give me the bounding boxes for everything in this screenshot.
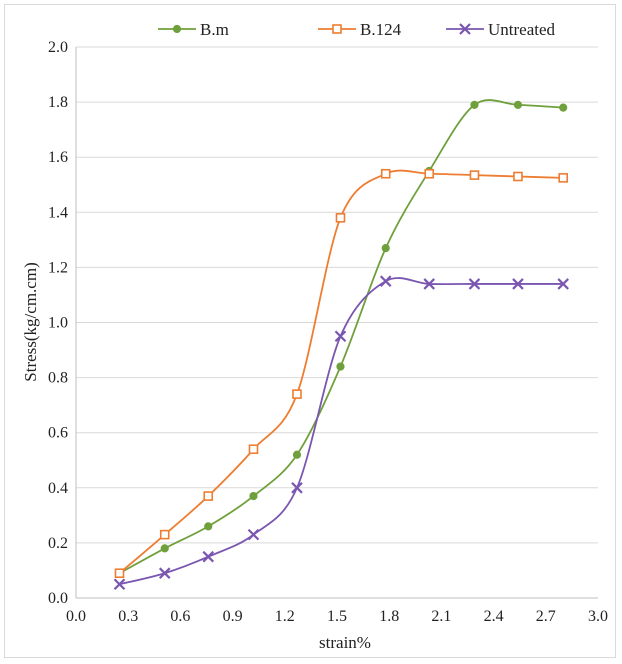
- data-point-untreated: [247, 528, 260, 541]
- y-tick-label: 2.0: [48, 39, 68, 56]
- y-tick-label: 0.8: [48, 370, 68, 387]
- data-point-untreated: [202, 550, 215, 563]
- data-point-untreated: [468, 278, 481, 290]
- x-tick-label: 1.8: [379, 608, 399, 625]
- x-tick-label: 0.3: [118, 608, 138, 625]
- legend-item-b-124: B.124: [318, 20, 402, 39]
- y-tick-label: 0.2: [48, 535, 68, 552]
- legend-label-untreated: Untreated: [488, 20, 556, 39]
- data-point-b-124: [335, 213, 346, 223]
- x-tick-label: 2.1: [431, 608, 451, 625]
- data-point-untreated: [291, 482, 303, 494]
- data-point-b-m: [160, 544, 169, 553]
- legend-item-untreated: Untreated: [446, 20, 556, 39]
- legend-marker-b-124: [332, 24, 342, 34]
- data-point-b-124: [248, 444, 259, 455]
- data-point-b-124: [513, 171, 523, 182]
- data-point-b-124: [203, 491, 214, 501]
- data-point-b-124: [159, 529, 170, 540]
- data-point-b-m: [292, 450, 302, 459]
- legend-marker-untreated: [459, 23, 471, 35]
- y-tick-label: 0.4: [48, 480, 68, 497]
- series-untreated: [113, 275, 569, 591]
- axes: [75, 47, 598, 599]
- data-point-b-124: [380, 168, 391, 179]
- data-point-untreated: [423, 278, 435, 290]
- data-point-untreated: [113, 578, 126, 591]
- legend-item-b-m: B.m: [158, 20, 229, 39]
- legend-label-b-m: B.m: [200, 20, 229, 39]
- data-point-untreated: [334, 330, 347, 343]
- data-point-b-124: [292, 389, 302, 399]
- legend-marker-b-m: [172, 24, 182, 34]
- data-point-untreated: [158, 567, 171, 579]
- series-line-b-124: [118, 169, 564, 574]
- y-tick-label: 1.2: [48, 259, 68, 276]
- y-tick-labels: 0.0 0.2 0.4 0.6 0.8 1.0 1.2 1.4 1.6 1.8 2.0: [48, 39, 68, 607]
- data-point-untreated: [557, 278, 569, 290]
- x-tick-labels: 0.0 0.3 0.6 0.9 1.2 1.5 1.8 2.1 2.4 2.7 3.0: [66, 608, 608, 625]
- series-line-b-m: [119, 99, 564, 574]
- y-tick-label: 1.6: [48, 149, 68, 166]
- data-point-b-124: [424, 168, 435, 179]
- x-tick-label: 2.4: [484, 608, 504, 625]
- data-point-untreated: [512, 278, 524, 290]
- y-axis-title: Stress(kg/cm.cm): [21, 262, 40, 381]
- legend-label-b-124: B.124: [360, 20, 402, 39]
- data-point-b-m: [204, 522, 213, 531]
- data-point-b-124: [469, 170, 480, 180]
- x-tick-label: 2.7: [536, 608, 556, 625]
- data-point-b-m: [381, 244, 390, 253]
- grid-lines: [76, 46, 598, 544]
- x-tick-label: 1.2: [275, 608, 295, 625]
- y-tick-label: 1.0: [48, 315, 68, 332]
- series-group: [113, 99, 569, 591]
- x-tick-label: 0.0: [66, 608, 86, 625]
- legend: B.m B.124 Untreated: [158, 20, 556, 39]
- data-point-b-m: [336, 362, 345, 371]
- data-point-b-124: [558, 173, 569, 183]
- series-line-untreated: [119, 277, 564, 586]
- y-tick-label: 0.6: [48, 425, 68, 442]
- y-tick-label: 1.4: [48, 204, 68, 221]
- y-tick-label: 1.8: [48, 94, 68, 111]
- x-tick-label: 3.0: [588, 608, 608, 625]
- data-point-b-124: [114, 568, 125, 579]
- x-axis-title: strain%: [319, 633, 371, 652]
- y-tick-label: 0.0: [48, 590, 68, 607]
- data-point-b-m: [249, 491, 258, 501]
- x-tick-label: 0.9: [223, 608, 243, 625]
- data-point-b-m: [470, 100, 479, 109]
- data-point-untreated: [379, 275, 392, 287]
- x-tick-label: 1.5: [327, 608, 347, 625]
- data-point-b-m: [559, 103, 568, 112]
- series-b-124: [114, 168, 569, 579]
- chart-frame: [4, 4, 616, 658]
- data-point-b-m: [513, 100, 523, 109]
- x-tick-label: 0.6: [170, 608, 190, 625]
